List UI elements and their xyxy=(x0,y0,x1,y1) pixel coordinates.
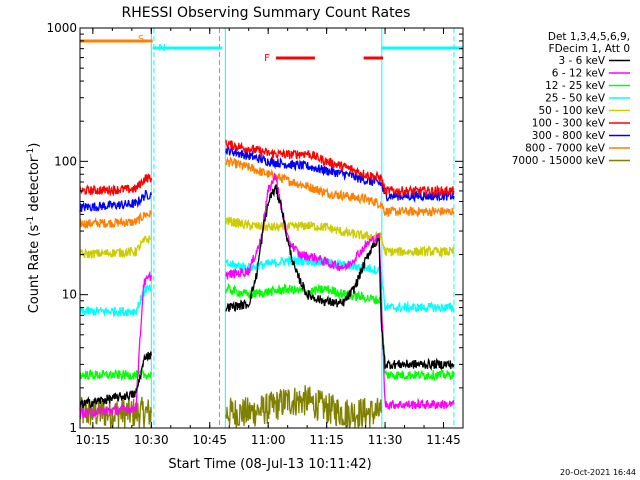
legend-label-7: 800 - 7000 keV xyxy=(525,143,606,155)
legend-label-0: 3 - 6 keV xyxy=(558,55,605,67)
series-line-8-seg-1 xyxy=(225,385,382,429)
y-tick-label-2: 100 xyxy=(54,154,77,168)
series-line-5-seg-1 xyxy=(225,139,455,198)
series-line-0-seg-1 xyxy=(225,184,455,371)
y-axis-label: Count Rate (s-1 detector-1) xyxy=(26,143,42,314)
x-tick-label-5: 11:30 xyxy=(368,433,403,447)
series-25-50-kev xyxy=(79,254,455,318)
timestamp: 20-Oct-2021 16:44 xyxy=(560,468,636,477)
legend-label-2: 12 - 25 keV xyxy=(545,80,606,92)
series-line-2-seg-1 xyxy=(225,282,455,382)
legend-label-8: 7000 - 15000 keV xyxy=(512,155,606,167)
annotation-bars: S N F xyxy=(80,34,463,64)
series-line-4-seg-1 xyxy=(225,216,455,259)
x-tick-label-3: 11:00 xyxy=(251,433,286,447)
series-layer xyxy=(79,139,455,429)
annotation-label-f: F xyxy=(264,53,270,64)
series-line-5-seg-0 xyxy=(79,173,152,197)
series-line-7-seg-1 xyxy=(225,155,455,218)
series-800-7000-kev xyxy=(79,155,455,230)
legend-header-0: Det 1,3,4,5,6,9, xyxy=(548,31,630,43)
annotation-label-s: S xyxy=(138,34,144,45)
y-axis: 1 10 100 1000 xyxy=(46,21,463,435)
x-axis-label: Start Time (08-Jul-13 10:11:42) xyxy=(168,457,371,472)
x-tick-label-0: 10:15 xyxy=(76,433,111,447)
series-line-1-seg-0 xyxy=(79,270,152,418)
series-line-6-seg-1 xyxy=(225,144,455,204)
x-axis: 10:15 10:30 10:45 11:00 11:15 11:30 11:45 xyxy=(76,28,464,447)
x-tick-label-2: 10:45 xyxy=(192,433,227,447)
series-100-300-kev xyxy=(79,139,455,198)
legend-label-5: 100 - 300 keV xyxy=(532,118,606,130)
vertical-markers xyxy=(150,28,455,428)
series-line-2-seg-0 xyxy=(79,368,152,381)
series-6-12-kev xyxy=(79,172,455,418)
x-tick-label-6: 11:45 xyxy=(426,433,461,447)
legend: Det 1,3,4,5,6,9,FDecim 1, Att 03 - 6 keV… xyxy=(512,31,630,167)
legend-label-6: 300 - 800 keV xyxy=(532,130,606,142)
series-line-7-seg-0 xyxy=(79,210,152,230)
series-line-0-seg-0 xyxy=(79,351,152,409)
y-tick-label-3: 1000 xyxy=(46,21,77,35)
series-line-6-seg-0 xyxy=(79,189,152,213)
y-tick-label-1: 10 xyxy=(62,288,77,302)
series-line-4-seg-0 xyxy=(79,235,152,259)
series-line-3-seg-1 xyxy=(225,254,455,314)
y-tick-label-0: 1 xyxy=(69,421,77,435)
series-3-6-kev xyxy=(79,184,455,409)
legend-label-4: 50 - 100 keV xyxy=(538,105,605,117)
x-tick-label-4: 11:15 xyxy=(309,433,344,447)
x-tick-label-1: 10:30 xyxy=(134,433,169,447)
series-300-800-kev xyxy=(79,144,455,213)
plot-frame xyxy=(79,27,464,429)
legend-label-3: 25 - 50 keV xyxy=(545,93,606,105)
legend-header-1: FDecim 1, Att 0 xyxy=(549,43,630,55)
series-line-1-seg-1 xyxy=(225,172,455,411)
series-12-25-kev xyxy=(79,282,455,382)
legend-label-1: 6 - 12 keV xyxy=(552,68,606,80)
series-line-3-seg-0 xyxy=(79,284,152,318)
chart-title: RHESSI Observing Summary Count Rates xyxy=(122,5,411,21)
annotation-label-n: N xyxy=(158,43,165,54)
series-50-100-kev xyxy=(79,216,455,259)
